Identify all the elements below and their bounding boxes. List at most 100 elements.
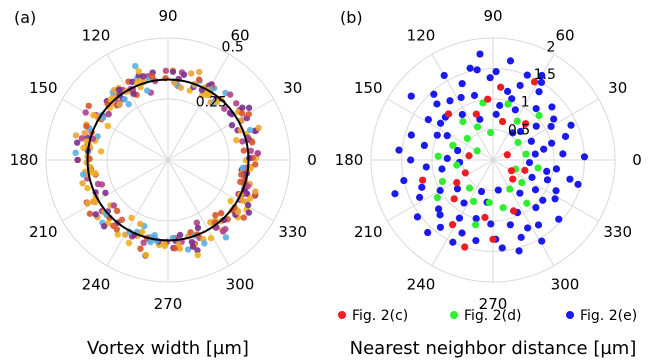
panel-a-data-point [194, 224, 202, 232]
panel-b-label: (b) [340, 8, 363, 27]
panel-b-point-fig-2-e- [446, 97, 454, 105]
panel-b-grid-spoke [492, 54, 555, 161]
panel-b-point-fig-2-e- [532, 105, 540, 113]
panel-a-data-point [254, 149, 261, 157]
panel-b-point-fig-2-c- [481, 213, 489, 221]
panel-a-data-point [104, 122, 112, 130]
panel-a-data-point [92, 211, 99, 218]
panel-b-point-fig-2-c- [509, 175, 517, 183]
panel-b-point-fig-2-e- [503, 87, 512, 95]
panel-b-point-fig-2-e- [476, 115, 484, 123]
panel-b-point-fig-2-e- [539, 196, 547, 204]
panel-a-data-point [239, 104, 246, 111]
panel-a-label: (a) [14, 8, 36, 27]
panel-a-data-point [79, 180, 86, 187]
panel-a-data-point [84, 184, 91, 192]
panel-a-data-point [237, 178, 244, 186]
panel-b-point-fig-2-c- [522, 120, 530, 128]
panel-a-grid-spoke [167, 98, 274, 161]
panel-a-data-point [247, 147, 255, 155]
panel-b-point-fig-2-e- [531, 186, 540, 194]
panel-a-data-point [74, 139, 81, 146]
panel-b-angle-tick-label: 180 [335, 151, 364, 169]
panel-b-point-fig-2-e- [457, 93, 465, 102]
panel-a-data-point [252, 161, 259, 168]
panel-a-data-point [194, 247, 201, 254]
panel-b-point-fig-2-d- [472, 221, 480, 229]
panel-a-data-point [193, 219, 201, 226]
panel-a-data-point [94, 180, 102, 188]
panel-a-data-point [137, 220, 144, 228]
panel-b-point-fig-2-e- [551, 195, 559, 203]
panel-b-grid-spoke [492, 159, 555, 266]
legend-marker [566, 311, 574, 319]
panel-b-point-fig-2-d- [473, 147, 481, 155]
panel-a-data-point [110, 86, 118, 94]
panel-a-data-point [116, 100, 123, 108]
panel-b-point-fig-2-e- [532, 122, 540, 130]
panel-b-point-fig-2-e- [420, 141, 428, 150]
panel-b-point-fig-2-e- [506, 57, 515, 65]
panel-b-point-fig-2-e- [552, 187, 560, 195]
panel-a-grid-spoke [167, 54, 230, 161]
panel-b-point-fig-2-e- [455, 214, 464, 222]
panel-a-angle-tick-label: 90 [158, 7, 177, 25]
panel-a-data-point [142, 251, 150, 259]
panel-b-point-fig-2-e- [516, 127, 525, 136]
panel-b-point-fig-2-e- [449, 238, 457, 246]
panel-a-data-point [175, 241, 182, 248]
panel-a-data-point [118, 216, 126, 223]
panel-a-data-point [221, 105, 228, 112]
panel-b-r-tick-label: 1.5 [534, 67, 556, 83]
panel-b-point-fig-2-e- [561, 132, 570, 141]
panel-a-data-point [222, 234, 230, 241]
panel-b-point-fig-2-c- [461, 169, 469, 177]
panel-b-point-fig-2-d- [463, 134, 471, 143]
panel-a-data-point [90, 198, 98, 205]
panel-b-polar-plot: 0 30 60 90 120 150 180 210 240 270 300 330 0.5 11.5 2 [335, 7, 642, 313]
panel-b-point-fig-2-e- [407, 156, 415, 164]
panel-a-data-point [139, 73, 147, 80]
panel-b-point-fig-2-e- [509, 129, 517, 137]
panel-a-data-point [246, 126, 254, 134]
panel-b-point-fig-2-d- [506, 185, 514, 193]
panel-b-legend: Fig. 2(c) Fig. 2(d) Fig. 2(e) [338, 308, 637, 324]
panel-b-point-fig-2-e- [525, 158, 534, 167]
legend-label: Fig. 2(c) [352, 308, 408, 324]
panel-b-r-tick-label: 1 [521, 95, 530, 111]
panel-b-point-fig-2-c- [450, 195, 458, 203]
panel-b-point-fig-2-e- [566, 175, 574, 183]
panel-b-point-fig-2-e- [537, 78, 546, 86]
panel-b-point-fig-2-e- [547, 122, 555, 131]
panel-b-r-tick-label: 0.5 [508, 122, 530, 138]
panel-b-angle-tick-label: 0 [632, 151, 642, 169]
panel-a-angle-tick-label: 180 [10, 151, 39, 169]
legend-marker [450, 311, 458, 319]
panel-b-point-fig-2-e- [487, 220, 495, 228]
panel-b-point-fig-2-e- [506, 221, 514, 229]
panel-b-point-fig-2-d- [534, 164, 542, 172]
panel-a-data-point [239, 138, 246, 145]
panel-a-angle-tick-label: 30 [283, 79, 302, 97]
panel-b-point-fig-2-d- [518, 178, 526, 187]
panel-b-point-fig-2-e- [433, 100, 441, 108]
panel-b-point-fig-2-e- [524, 224, 532, 232]
panel-a-data-point [176, 231, 184, 239]
panel-b-point-fig-2-e- [523, 71, 531, 79]
panel-b-point-fig-2-d- [433, 193, 441, 202]
legend-marker [338, 311, 346, 319]
panel-a-angle-tick-label: 270 [154, 295, 183, 313]
panel-a-data-point [110, 222, 117, 230]
panel-b-point-fig-2-e- [492, 68, 500, 76]
panel-a-data-point [233, 136, 240, 144]
panel-a-reference-circle [86, 78, 250, 242]
panel-a-data-point [83, 123, 90, 130]
panel-b-point-fig-2-d- [522, 150, 530, 158]
panel-b-point-fig-2-e- [391, 190, 399, 198]
panel-b-point-fig-2-e- [486, 74, 494, 82]
panel-a-data-point [198, 92, 206, 99]
panel-b-point-fig-2-d- [513, 117, 521, 125]
panel-b-point-fig-2-c- [465, 152, 473, 160]
panel-b-point-fig-2-e- [436, 223, 445, 231]
panel-b-point-fig-2-e- [580, 153, 589, 161]
